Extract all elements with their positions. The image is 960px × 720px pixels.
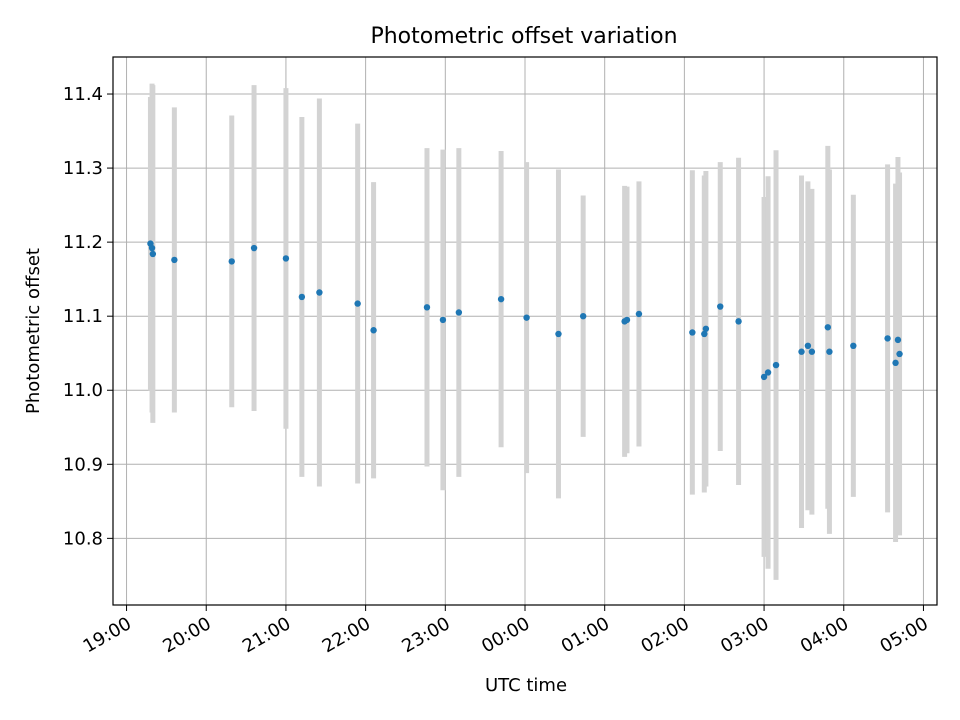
data-point xyxy=(523,314,530,321)
y-axis-label: Photometric offset xyxy=(23,248,44,414)
data-point xyxy=(316,289,323,296)
y-tick-label: 11.2 xyxy=(63,232,103,253)
y-tick-label: 11.3 xyxy=(63,158,103,179)
data-point xyxy=(370,327,377,334)
data-point xyxy=(735,318,742,325)
data-point xyxy=(804,342,812,350)
data-point xyxy=(149,250,157,258)
data-point xyxy=(717,303,724,310)
data-point xyxy=(298,293,306,301)
chart-title: Photometric offset variation xyxy=(370,24,677,49)
data-point xyxy=(623,316,631,324)
data-points xyxy=(147,240,903,381)
data-point xyxy=(228,258,235,265)
data-point xyxy=(354,300,361,307)
data-point xyxy=(250,244,258,252)
data-point xyxy=(884,335,891,342)
y-tick-label: 10.9 xyxy=(63,454,103,475)
y-tick-label: 11.4 xyxy=(63,84,103,105)
data-point xyxy=(148,244,156,252)
data-point xyxy=(772,361,780,369)
data-point xyxy=(555,330,562,338)
data-point xyxy=(423,304,431,311)
data-point xyxy=(764,369,772,376)
data-point xyxy=(635,310,643,318)
data-point xyxy=(896,350,903,358)
data-point xyxy=(850,342,857,350)
x-axis-label: UTC time xyxy=(485,675,567,696)
data-point xyxy=(497,295,505,303)
data-point xyxy=(579,312,587,320)
data-point xyxy=(894,336,902,344)
data-point xyxy=(689,329,696,336)
data-point xyxy=(824,324,832,331)
data-point xyxy=(798,348,805,355)
data-point xyxy=(892,359,899,367)
y-axis-ticks: 10.8 10.9 11.0 11.1 11.2 11.3 11.4 xyxy=(63,84,113,549)
data-point xyxy=(702,325,710,332)
data-point xyxy=(760,373,768,381)
data-point xyxy=(455,309,463,316)
y-tick-label: 11.1 xyxy=(63,306,103,327)
data-point xyxy=(439,316,447,324)
data-point xyxy=(808,348,816,355)
data-point xyxy=(171,256,178,264)
y-tick-label: 10.8 xyxy=(63,528,103,549)
y-tick-label: 11.0 xyxy=(63,380,103,401)
data-point xyxy=(826,348,833,355)
data-point xyxy=(701,330,708,338)
data-point xyxy=(282,255,290,262)
